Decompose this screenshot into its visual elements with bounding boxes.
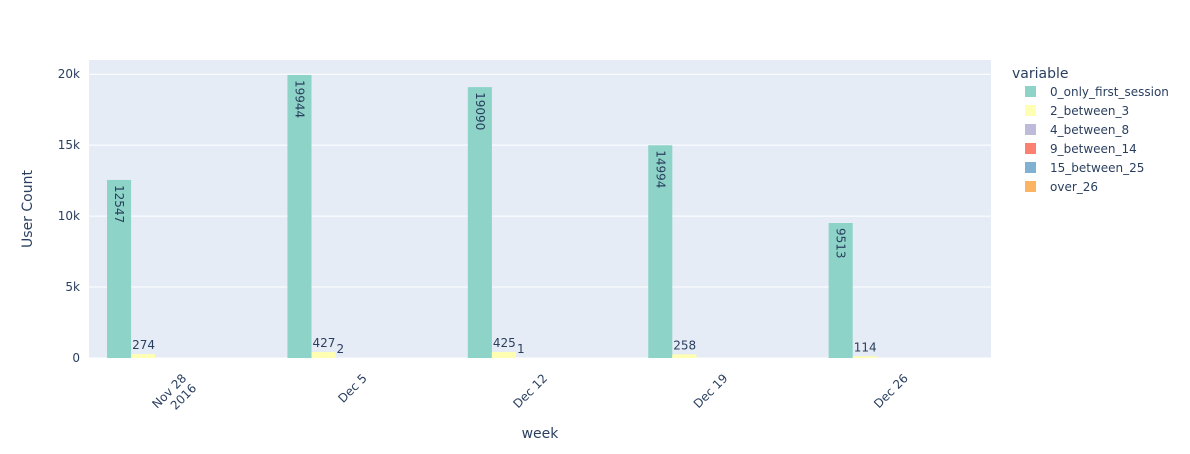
x-tick-line: Dec 26 — [871, 371, 911, 411]
y-axis-ticks: 0 5k 10k 15k 20k — [58, 67, 80, 365]
legend-title: variable — [1012, 66, 1068, 82]
legend-swatch — [1025, 181, 1036, 192]
x-tick-label: Dec 26 — [871, 371, 911, 411]
data-label: 14994 — [653, 150, 667, 188]
x-tick-text: Dec 19 — [691, 371, 731, 411]
bar-2_between_3-4 — [853, 356, 877, 358]
x-axis-ticks: Nov 282016 Dec 5 Dec 12 Dec 19 Dec 26 — [149, 371, 911, 421]
data-label: 427 — [312, 336, 335, 350]
y-tick-label: 20k — [58, 67, 80, 81]
legend: variable 0_only_first_session 2_between_3… — [1012, 66, 1169, 194]
data-label: 114 — [854, 340, 877, 354]
plot-background — [89, 60, 991, 358]
x-tick-label: Dec 5 — [335, 371, 369, 405]
x-tick-line: Dec 19 — [691, 371, 731, 411]
x-axis-title: week — [522, 426, 560, 442]
bar-2_between_3-0 — [131, 354, 155, 358]
x-tick-label: Dec 12 — [510, 371, 550, 411]
y-tick-label: 0 — [72, 351, 80, 365]
data-label: 258 — [673, 338, 696, 352]
data-label: 19090 — [473, 92, 487, 130]
x-tick-line: Dec 5 — [335, 371, 369, 405]
legend-swatch — [1025, 105, 1036, 116]
data-label: 425 — [493, 336, 516, 350]
data-label: 2 — [337, 342, 345, 356]
legend-label: over_26 — [1050, 180, 1098, 194]
legend-items: 0_only_first_session 2_between_3 4_between… — [1025, 85, 1169, 194]
legend-label: 9_between_14 — [1050, 142, 1137, 156]
x-tick-label: Nov 282016 — [149, 371, 199, 421]
legend-label: 0_only_first_session — [1050, 85, 1169, 99]
legend-swatch — [1025, 86, 1036, 97]
legend-swatch — [1025, 124, 1036, 135]
legend-label: 15_between_25 — [1050, 161, 1144, 175]
legend-label: 2_between_3 — [1050, 104, 1129, 118]
bar-2_between_3-2 — [492, 352, 516, 358]
data-label: 9513 — [834, 228, 848, 259]
legend-swatch — [1025, 143, 1036, 154]
legend-label: 4_between_8 — [1050, 123, 1129, 137]
x-tick-text: Nov 282016 — [149, 371, 199, 421]
data-label: 12547 — [112, 185, 126, 223]
y-tick-label: 5k — [65, 280, 80, 294]
data-label: 1 — [517, 342, 525, 356]
bar-2_between_3-3 — [672, 354, 696, 358]
x-tick-text: Dec 26 — [871, 371, 911, 411]
y-tick-label: 10k — [58, 209, 80, 223]
data-label: 19944 — [292, 80, 306, 118]
y-tick-label: 15k — [58, 138, 80, 152]
legend-swatch — [1025, 162, 1036, 173]
x-tick-text: Dec 5 — [335, 371, 369, 405]
bar-2_between_3-1 — [311, 352, 335, 358]
y-axis-title: User Count — [20, 170, 36, 248]
x-tick-line: Dec 12 — [510, 371, 550, 411]
x-tick-text: Dec 12 — [510, 371, 550, 411]
data-label: 274 — [132, 338, 155, 352]
x-tick-label: Dec 19 — [691, 371, 731, 411]
